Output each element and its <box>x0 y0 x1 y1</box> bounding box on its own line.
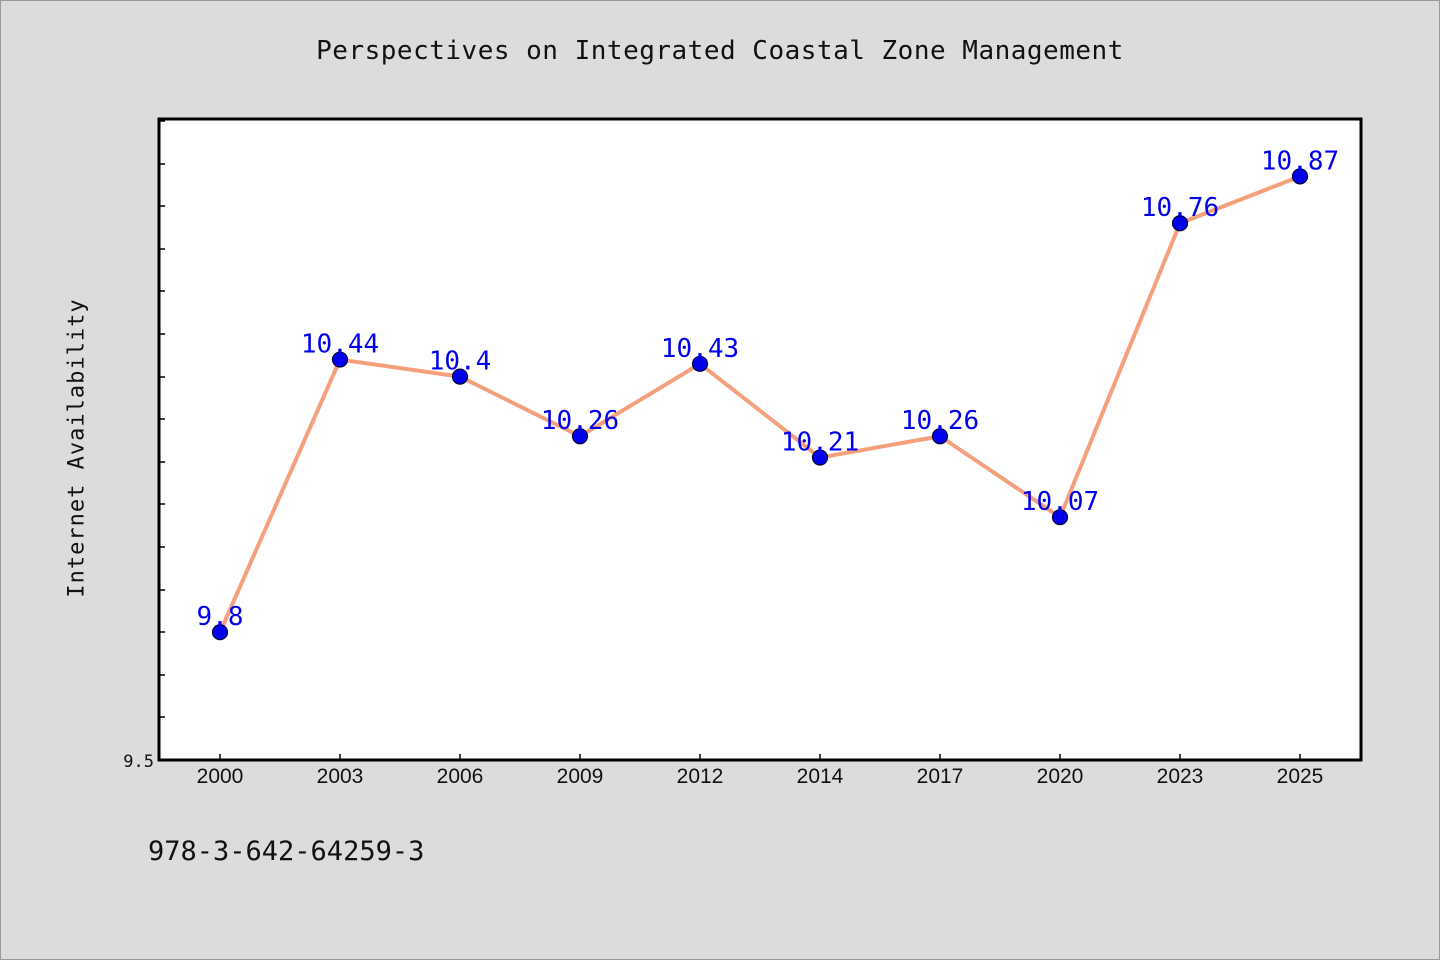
x-tick-label: 2020 <box>1037 765 1084 788</box>
chart-title: Perspectives on Integrated Coastal Zone … <box>316 36 1124 66</box>
data-label: 10.43 <box>661 334 739 364</box>
data-point <box>811 449 829 466</box>
x-tick-label: 2003 <box>317 765 364 788</box>
series-line-group <box>218 174 1302 635</box>
data-label: 10.87 <box>1261 146 1339 176</box>
data-point <box>211 624 229 641</box>
x-tick-label: 2006 <box>437 765 484 788</box>
data-label: 10.26 <box>541 406 619 436</box>
data-label: 10.21 <box>781 428 859 458</box>
y-axis-ticks: 9.5 <box>123 120 165 772</box>
data-label: 10.4 <box>429 347 492 377</box>
x-axis-ticks: 2000 2003 2006 2009 2012 2014 2017 2020 2023 2025 <box>197 754 1324 788</box>
data-label: 10.44 <box>301 330 379 360</box>
data-point <box>1291 168 1309 185</box>
data-labels: 9.8 10.44 10.4 10.26 10.43 10.21 10.26 10.07 10.… <box>197 146 1340 632</box>
x-tick-label: 2014 <box>797 765 844 788</box>
x-tick-label: 2009 <box>557 765 604 788</box>
data-point <box>451 368 469 385</box>
x-tick-label: 2017 <box>917 765 964 788</box>
data-point <box>331 351 349 368</box>
x-tick-label: 2000 <box>197 765 244 788</box>
data-label: 10.26 <box>901 406 979 436</box>
data-point <box>931 428 949 445</box>
y-tick-label: 9.5 <box>123 752 154 772</box>
data-point <box>1051 509 1069 526</box>
x-tick-label: 2023 <box>1157 765 1204 788</box>
data-label: 10.07 <box>1021 487 1099 517</box>
series-line <box>218 174 1302 635</box>
footer-code: 978-3-642-64259-3 <box>148 836 425 867</box>
data-label: 10.76 <box>1141 193 1219 223</box>
data-point <box>571 428 589 445</box>
x-tick-label: 2025 <box>1277 765 1324 788</box>
data-markers <box>211 168 1309 641</box>
data-point <box>1171 215 1189 232</box>
data-label: 9.8 <box>197 602 244 632</box>
data-point <box>691 355 709 372</box>
plot-area <box>157 117 1363 762</box>
x-tick-label: 2012 <box>677 765 724 788</box>
